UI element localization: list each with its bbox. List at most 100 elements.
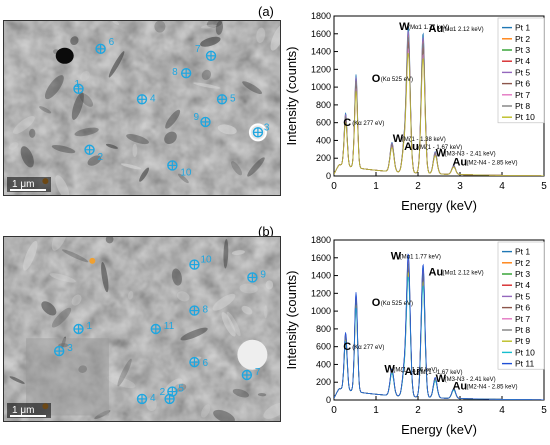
sem-grain-flake: [154, 21, 166, 33]
sem-grain-flake: [51, 237, 68, 251]
analysis-point-label: 2: [160, 387, 166, 398]
analysis-point-label: 8: [202, 305, 208, 316]
peak-line-label: (Kα 525 eV): [381, 77, 413, 83]
analysis-point-label: 4: [150, 393, 156, 404]
sem-image-b: 1 μm 1 2 3 4 5 6 7 8 9 10 11: [3, 236, 281, 422]
y-axis-label: Intensity (counts): [284, 271, 299, 370]
peak-annotation: Au (Mζ1 - 1.67 keV): [405, 366, 463, 378]
sem-grain-flake: [206, 21, 223, 28]
legend-entry: Pt 5: [515, 67, 530, 77]
peak-element-label: Au: [429, 23, 444, 35]
y-tick-label: 800: [316, 324, 331, 334]
sem-grain-flake: [178, 173, 189, 184]
scale-bar-box: [7, 403, 51, 418]
eds-spectrum-chart-a: 0 200 400 600 800 1000 1200 1400 1600 1800 0 1 2 3 4 5 E…: [284, 11, 547, 213]
series-line-pt-11: [334, 253, 544, 400]
analysis-point-11: 11: [150, 321, 175, 335]
sem-grain-flake: [263, 402, 280, 419]
analysis-point-1: 1: [73, 321, 93, 335]
sem-grain-flake: [189, 356, 202, 362]
analysis-point-6: 6: [189, 356, 208, 369]
legend-entry: Pt 4: [515, 56, 530, 66]
legend-entry: Pt 4: [515, 280, 530, 290]
sem-grain-flake: [80, 70, 90, 82]
sem-grain-flake: [101, 262, 109, 293]
peak-line-label: (Mα1 1.77 keV): [408, 25, 449, 31]
analysis-point-5: 5: [216, 93, 236, 105]
sem-grain-flake: [176, 291, 190, 302]
y-tick-label: 1600: [311, 29, 331, 39]
x-axis-label: Energy (keV): [401, 422, 477, 437]
peak-line-label: (Mα1 2.12 keV): [443, 27, 484, 33]
sem-flat-grain: [26, 338, 109, 416]
analysis-point-label: 10: [200, 255, 212, 266]
peak-annotation: C (Kα 277 eV): [343, 117, 384, 129]
sem-grain-flake: [132, 143, 138, 157]
peak-annotation: O (Kα 525 eV): [372, 73, 413, 85]
peak-line-label: (Mα1 2.12 keV): [443, 271, 484, 277]
sem-grain-flake: [242, 81, 263, 95]
peak-line-label: (M3-N3 - 2.41 keV): [445, 377, 496, 383]
peak-element-label: Au: [452, 380, 467, 392]
analysis-point-4: 4: [136, 93, 156, 105]
legend-entry: Pt 9: [515, 336, 530, 346]
peak-element-label: Au: [404, 141, 419, 153]
legend-entry: Pt 2: [515, 258, 530, 268]
x-axis-label: Energy (keV): [401, 198, 477, 213]
x-tick-label: 5: [541, 405, 547, 416]
sem-grain-flake: [23, 240, 38, 271]
y-axis-label: Intensity (counts): [284, 47, 299, 146]
sem-grain-flake: [270, 24, 280, 51]
sem-grain-flake: [112, 21, 120, 26]
sem-grain-flake: [126, 134, 149, 145]
analysis-point-3: 3: [252, 122, 270, 138]
peak-annotation: W(Mζ1 - 1.38 keV): [393, 133, 446, 145]
analysis-point-7: 7: [195, 44, 217, 61]
sem-grain-flake: [264, 305, 268, 319]
analysis-point-label: 3: [264, 122, 270, 133]
sem-grain-flake: [87, 155, 102, 166]
sem-grain-flake: [212, 293, 236, 311]
analysis-point-8: 8: [172, 67, 192, 79]
sem-grain-flake: [9, 376, 25, 384]
legend-entry: Pt 10: [515, 347, 535, 357]
peak-annotation: W(Mα1 1.77 keV): [399, 21, 449, 33]
sem-grain-flake: [8, 142, 19, 150]
legend-entry: Pt 6: [515, 79, 530, 89]
legend-entry: Pt 11: [515, 359, 534, 369]
y-tick-label: 1400: [311, 271, 331, 281]
sem-grain-flake: [55, 175, 70, 195]
y-tick-label: 400: [316, 359, 331, 369]
x-tick-label: 4: [499, 181, 505, 192]
legend-entry: Pt 7: [515, 314, 530, 324]
x-tick-label: 1: [373, 181, 379, 192]
analysis-point-label: 9: [193, 112, 199, 123]
sem-grain-flake: [71, 92, 84, 120]
sem-grain-flake: [13, 115, 35, 134]
y-tick-label: 1000: [311, 82, 331, 92]
analysis-point-label: 7: [255, 367, 261, 378]
peak-element-label: W: [436, 373, 447, 385]
series-line-pt-10: [334, 52, 544, 176]
sem-grain-flake: [105, 237, 114, 244]
sem-grain-flake: [51, 144, 76, 154]
y-tick-label: 1800: [311, 235, 331, 245]
peak-annotation: O (Kα 525 eV): [372, 297, 413, 309]
sem-image-a: 1 μm 1 2 3 4 5 6 7 8 9 10: [3, 20, 281, 196]
sem-grain-flake: [164, 131, 177, 145]
y-tick-label: 200: [316, 377, 331, 387]
analysis-point-label: 4: [150, 93, 156, 104]
sem-grain-flake: [226, 311, 241, 337]
analysis-point-label: 6: [109, 37, 115, 48]
sem-grain-flake: [29, 128, 36, 138]
peak-element-label: Au: [452, 156, 467, 168]
peak-element-label: O: [372, 73, 381, 85]
sem-grain-flake: [71, 294, 82, 306]
sem-grain-flake: [257, 393, 267, 397]
analysis-point-label: 7: [195, 44, 201, 55]
analysis-point-8: 8: [189, 305, 208, 316]
sem-grain-flake: [120, 163, 142, 170]
sem-grain-flake: [201, 24, 217, 29]
y-tick-label: 1600: [311, 253, 331, 263]
legend-entry: Pt 10: [515, 112, 535, 122]
